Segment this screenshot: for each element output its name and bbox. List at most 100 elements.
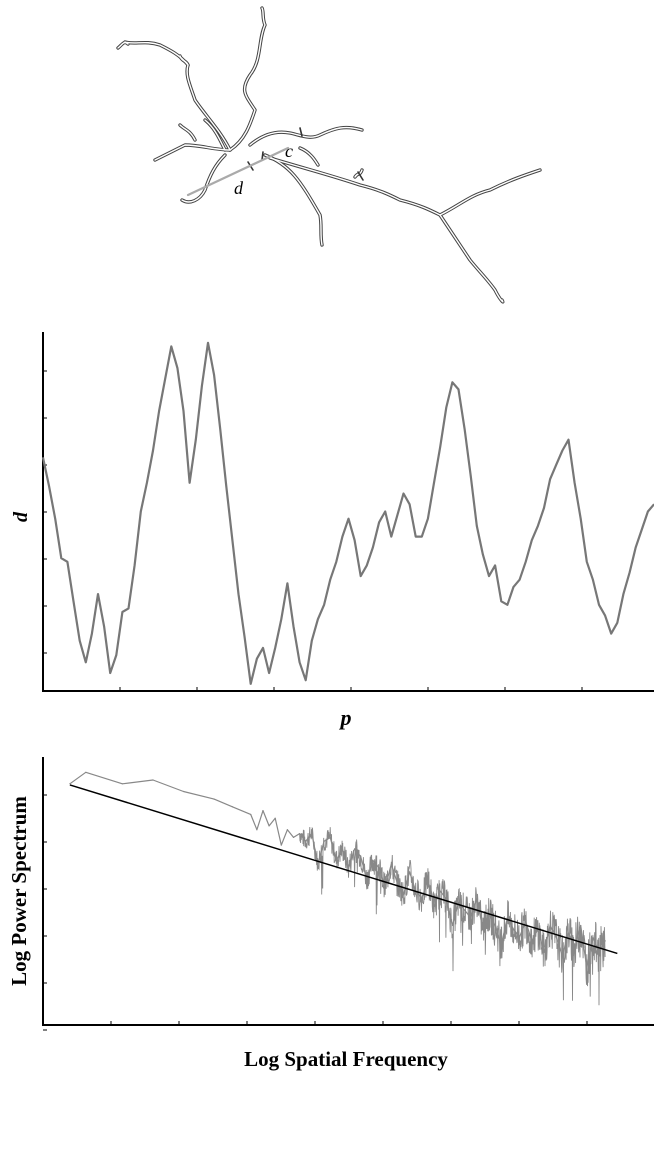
data-point [445, 898, 447, 900]
data-point [323, 604, 325, 606]
data-point [286, 829, 288, 831]
data-point [299, 832, 301, 835]
data-point [586, 561, 588, 563]
data-point [91, 632, 93, 635]
data-point [42, 457, 44, 459]
neuron-outline [116, 6, 542, 304]
data-point [518, 579, 521, 581]
data-point [274, 817, 276, 819]
data-point [280, 618, 282, 620]
data-point [488, 575, 490, 577]
data-point [341, 536, 343, 538]
data-point [164, 378, 166, 380]
data-point [231, 539, 234, 541]
data-point [427, 878, 429, 881]
data-point [360, 855, 362, 858]
data-point [54, 518, 56, 520]
data-point [268, 672, 270, 674]
data-point [152, 449, 154, 452]
chart2-spectrum-line [69, 771, 606, 969]
data-point [329, 579, 331, 581]
data-point [604, 940, 606, 942]
data-point [482, 928, 484, 930]
data-point [317, 863, 319, 865]
data-point [604, 615, 606, 617]
data-point [69, 783, 71, 785]
data-point [470, 475, 472, 477]
data-point [305, 840, 307, 842]
data-point [347, 518, 350, 520]
data-point [494, 564, 496, 566]
data-point [286, 582, 288, 584]
data-point [219, 428, 221, 430]
data-point [427, 518, 429, 520]
data-point [176, 367, 179, 369]
data-point [347, 867, 350, 869]
distance-profile-chart: d p [10, 332, 654, 730]
data-point [457, 388, 460, 391]
data-point [409, 503, 411, 505]
data-point [85, 661, 87, 663]
data-point [72, 600, 75, 602]
data-point [567, 932, 570, 934]
data-point [341, 848, 343, 850]
data-point [134, 564, 136, 566]
data-point [146, 482, 148, 484]
data-point [305, 679, 307, 681]
data-point [60, 557, 62, 559]
data-point [561, 955, 563, 957]
data-point [231, 806, 234, 808]
data-point [182, 790, 185, 793]
data-point [421, 898, 423, 900]
data-point [445, 406, 447, 408]
data-point [250, 683, 252, 685]
data-point [225, 485, 227, 487]
chart2-ticks [43, 794, 588, 1031]
data-point [451, 924, 453, 927]
data-point [274, 647, 276, 649]
chart2-spectrum-noise [299, 826, 606, 1006]
data-point [610, 632, 612, 635]
data-point [335, 859, 337, 861]
spectrum-noise-trace [299, 826, 606, 1006]
data-point [121, 611, 124, 613]
data-point [500, 600, 502, 602]
data-point [494, 924, 496, 927]
data-point [580, 924, 582, 927]
data-point [213, 374, 215, 376]
data-point [396, 514, 398, 516]
data-point [537, 525, 539, 527]
data-point [402, 894, 405, 896]
data-point [470, 917, 472, 919]
data-point [518, 936, 521, 938]
data-point [512, 586, 515, 588]
data-point [115, 654, 117, 656]
chart1-series-line [41, 341, 654, 685]
data-point [354, 539, 356, 541]
data-point [372, 546, 374, 549]
data-point [622, 593, 625, 595]
data-point [451, 381, 453, 383]
data-point [409, 871, 411, 873]
data-point [439, 890, 441, 892]
data-point [262, 647, 264, 649]
data-point [525, 561, 527, 563]
data-point [628, 571, 631, 574]
data-point [354, 848, 356, 850]
data-point [262, 810, 264, 812]
data-point [170, 345, 172, 347]
data-point [457, 901, 460, 904]
chart2-points [69, 771, 606, 969]
data-point [323, 840, 325, 842]
chart2-fit-line [69, 784, 618, 955]
data-point [512, 928, 515, 930]
data-point [555, 464, 557, 466]
data-point [158, 410, 160, 412]
power-spectrum-chart: Log Power Spectrum Log Spatial Frequency [7, 757, 654, 1071]
data-point [543, 951, 545, 953]
data-point [372, 859, 374, 861]
data-point [433, 905, 435, 907]
chart2-xlabel: Log Spatial Frequency [244, 1047, 448, 1071]
data-point [525, 921, 527, 923]
